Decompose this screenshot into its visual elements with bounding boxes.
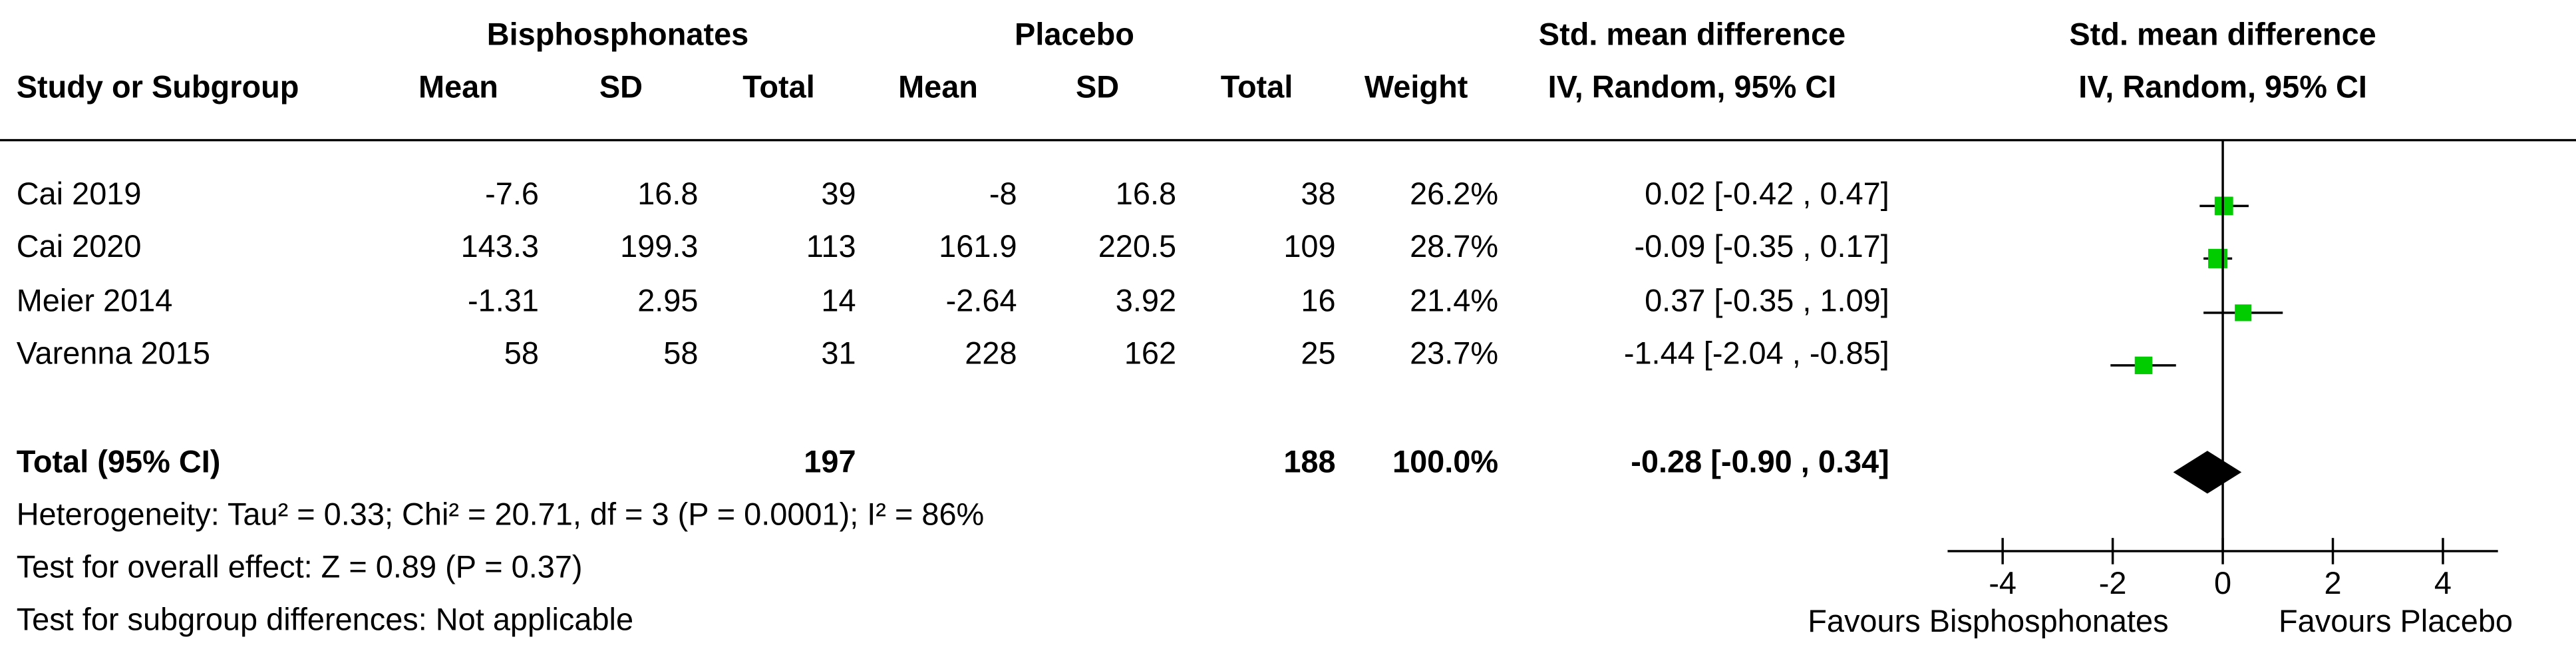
column-header: Weight: [1365, 69, 1468, 104]
cell: 162: [1124, 335, 1176, 370]
cell: -1.31: [468, 283, 539, 318]
group-header: Placebo: [1015, 17, 1134, 51]
cell: 21.4%: [1410, 283, 1498, 318]
cell: 14: [821, 283, 856, 318]
cell: -0.28 [-0.90 , 0.34]: [1631, 444, 1889, 479]
study-name: Cai 2020: [17, 229, 142, 264]
cell: 199.3: [620, 229, 698, 264]
group-header: Bisphosphonates: [487, 17, 749, 51]
column-header: Mean: [898, 69, 978, 104]
plot-header: IV, Random, 95% CI: [2078, 69, 2367, 104]
cell: 109: [1283, 229, 1335, 264]
column-header: SD: [599, 69, 643, 104]
study-marker: [2134, 356, 2153, 375]
cell: 16.8: [1116, 176, 1176, 211]
cell: 220.5: [1098, 229, 1176, 264]
cell: 197: [804, 444, 856, 479]
x-tick-label: 4: [2434, 566, 2452, 600]
cell: 143.3: [461, 229, 539, 264]
x-tick-label: 0: [2214, 566, 2231, 600]
cell: 31: [821, 335, 856, 370]
cell: 58: [663, 335, 698, 370]
total-label: Total (95% CI): [17, 444, 221, 479]
study-name: Cai 2019: [17, 176, 142, 211]
cell: 28.7%: [1410, 229, 1498, 264]
cell: 26.2%: [1410, 176, 1498, 211]
cell: -0.09 [-0.35 , 0.17]: [1634, 229, 1889, 264]
cell: 100.0%: [1392, 444, 1498, 479]
cell: 58: [504, 335, 539, 370]
study-marker: [2235, 304, 2252, 322]
cell: 38: [1301, 176, 1335, 211]
footnote: Test for overall effect: Z = 0.89 (P = 0…: [17, 549, 583, 584]
cell: 16: [1301, 283, 1335, 318]
cell: 0.02 [-0.42 , 0.47]: [1645, 176, 1889, 211]
favours-right: Favours Placebo: [2279, 604, 2513, 638]
cell: 113: [806, 229, 856, 264]
column-header: Total: [1221, 69, 1293, 104]
cell: -1.44 [-2.04 , -0.85]: [1624, 335, 1889, 370]
column-header: Mean: [418, 69, 498, 104]
cell: 25: [1301, 335, 1335, 370]
total-diamond: [2173, 451, 2242, 494]
favours-left: Favours Bisphosphonates: [1808, 604, 2168, 638]
column-header: Study or Subgroup: [17, 69, 299, 104]
cell: 23.7%: [1410, 335, 1498, 370]
footnote: Test for subgroup differences: Not appli…: [17, 602, 633, 637]
effect-header: Std. mean difference: [1539, 17, 1846, 51]
cell: 161.9: [939, 229, 1017, 264]
plot-header: Std. mean difference: [2069, 17, 2376, 51]
x-tick-label: -4: [1989, 566, 2016, 600]
column-header: SD: [1076, 69, 1119, 104]
study-name: Meier 2014: [17, 283, 173, 318]
cell: -2.64: [946, 283, 1017, 318]
cell: 3.92: [1116, 283, 1176, 318]
cell: -7.6: [485, 176, 539, 211]
effect-header: IV, Random, 95% CI: [1548, 69, 1837, 104]
x-tick-label: 2: [2324, 566, 2341, 600]
footnote: Heterogeneity: Tau² = 0.33; Chi² = 20.71…: [17, 497, 985, 531]
cell: 228: [965, 335, 1017, 370]
study-name: Varenna 2015: [17, 335, 210, 370]
cell: 39: [821, 176, 856, 211]
cell: 0.37 [-0.35 , 1.09]: [1645, 283, 1889, 318]
cell: 16.8: [637, 176, 698, 211]
cell: 188: [1283, 444, 1335, 479]
cell: 2.95: [637, 283, 698, 318]
cell: -8: [989, 176, 1017, 211]
column-header: Total: [742, 69, 815, 104]
study-marker: [2208, 248, 2228, 268]
x-tick-label: -2: [2099, 566, 2127, 600]
